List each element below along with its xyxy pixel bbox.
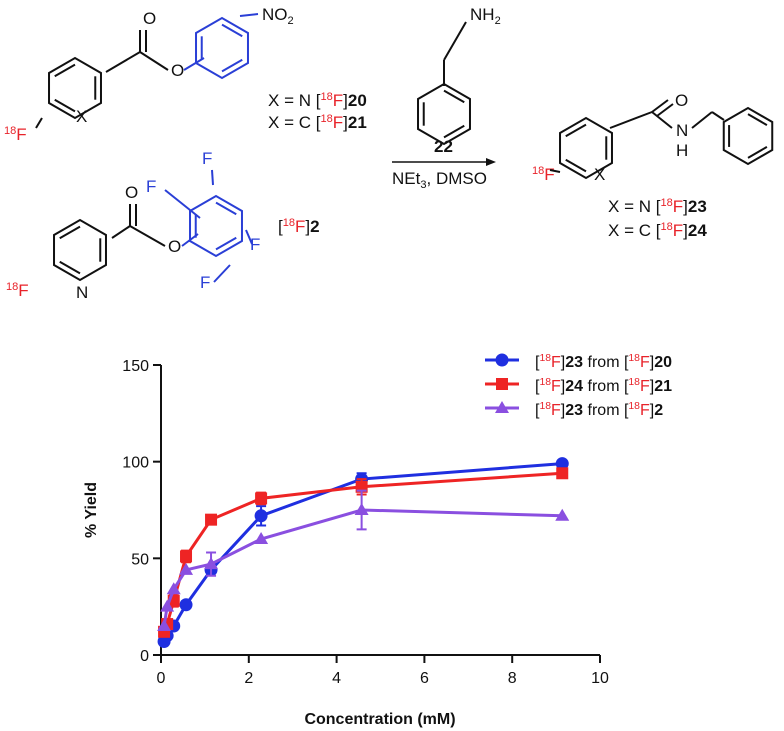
marker (555, 508, 570, 521)
compound-label: [18F]2 (278, 217, 320, 236)
ester-o: O (171, 61, 184, 80)
nitro-label: NO2​ (262, 5, 294, 27)
amide-n: N (676, 121, 688, 140)
marker (157, 619, 172, 631)
ring-double-bond (215, 201, 237, 216)
ring-double-bond (443, 124, 465, 139)
x-tick-label: 6 (420, 670, 429, 687)
y-tick-label: 50 (131, 551, 149, 568)
compound-label: X = C [18F]24 (608, 221, 707, 240)
compound-label: X = C [18F]21 (268, 113, 367, 132)
chart: Concentration (mM) % Yield 0 50 100 150 0 2 4 6… (83, 353, 672, 728)
marker (354, 503, 369, 515)
marker (555, 457, 569, 471)
fluorine-label: F (250, 235, 260, 254)
ring-double-bond (59, 225, 81, 240)
marker (495, 401, 509, 413)
y-tick-label: 100 (122, 455, 149, 472)
reaction-scheme: NO2​ O O 18F X X = N [18F]20 X = C [18F]… (4, 5, 774, 302)
ring-double-bond (59, 260, 81, 275)
pyridine-n: N (76, 283, 88, 302)
ring (48, 56, 102, 120)
ring-double-bond (747, 113, 768, 126)
ring (417, 82, 471, 146)
carbonyl-o: O (143, 9, 156, 28)
arrow-head (486, 158, 496, 166)
marker (160, 599, 175, 612)
x-tick-label: 8 (508, 670, 517, 687)
marker (166, 582, 181, 595)
carbonyl-o: O (125, 183, 138, 202)
bond (164, 169, 253, 283)
marker (556, 467, 569, 480)
y-tick-label: 150 (122, 358, 149, 375)
amide-h: H (676, 141, 688, 160)
legend-label: [18F]23 from [18F]2 (535, 401, 663, 419)
x-tick-label: 4 (332, 670, 341, 687)
marker (179, 598, 193, 612)
marker (495, 353, 509, 367)
marker (179, 562, 194, 575)
bond (35, 117, 166, 247)
series-line (162, 471, 563, 633)
marker (254, 509, 268, 523)
ring (722, 106, 774, 166)
x-tick-label: 10 (591, 670, 609, 687)
ring (189, 194, 243, 258)
legend-label: [18F]24 from [18F]21 (535, 377, 672, 395)
carbonyl-o: O (675, 91, 688, 110)
x-atom: X (76, 107, 87, 126)
x-axis-label: Concentration (mM) (304, 711, 455, 728)
fluorine-18-label: 18F (4, 125, 27, 144)
marker (180, 550, 193, 563)
y-tick-label: 0 (140, 648, 149, 665)
ring-double-bond (221, 23, 243, 38)
compound-label: X = N [18F]23 (608, 197, 707, 216)
fluorine-label: F (200, 273, 210, 292)
series-line (162, 508, 563, 627)
bond (183, 13, 259, 71)
fluorine-label: F (202, 149, 212, 168)
conditions: NEt3, DMSO (392, 169, 487, 191)
ring (53, 218, 107, 282)
ring-double-bond (565, 158, 587, 173)
ring-double-bond (54, 98, 76, 113)
ring-double-bond (54, 63, 76, 78)
ring-double-bond (747, 146, 768, 159)
series (158, 467, 569, 638)
marker (254, 532, 269, 544)
ester-o: O (168, 237, 181, 256)
ring-double-bond (221, 58, 243, 73)
amine-label: NH2​ (470, 5, 501, 27)
ring-double-bond (565, 123, 587, 138)
series (157, 489, 570, 631)
legend-label: [18F]23 from [18F]20 (535, 353, 672, 371)
marker (496, 378, 508, 390)
ring (195, 16, 249, 80)
fluorine-label: F (146, 177, 156, 196)
x-tick-label: 0 (157, 670, 166, 687)
compound-label: X = N [18F]20 (268, 91, 367, 110)
marker (204, 557, 219, 570)
ring-double-bond (443, 89, 465, 104)
marker (205, 513, 218, 526)
bond (443, 21, 725, 173)
y-axis-label: % Yield (83, 482, 100, 538)
fluorine-18-label: 18F (532, 165, 555, 184)
ring-double-bond (215, 236, 237, 251)
marker (255, 492, 268, 505)
fluorine-18-label: 18F (6, 281, 29, 300)
bond (105, 30, 169, 73)
ring (559, 116, 613, 180)
x-tick-label: 2 (244, 670, 253, 687)
x-atom: X (594, 165, 605, 184)
